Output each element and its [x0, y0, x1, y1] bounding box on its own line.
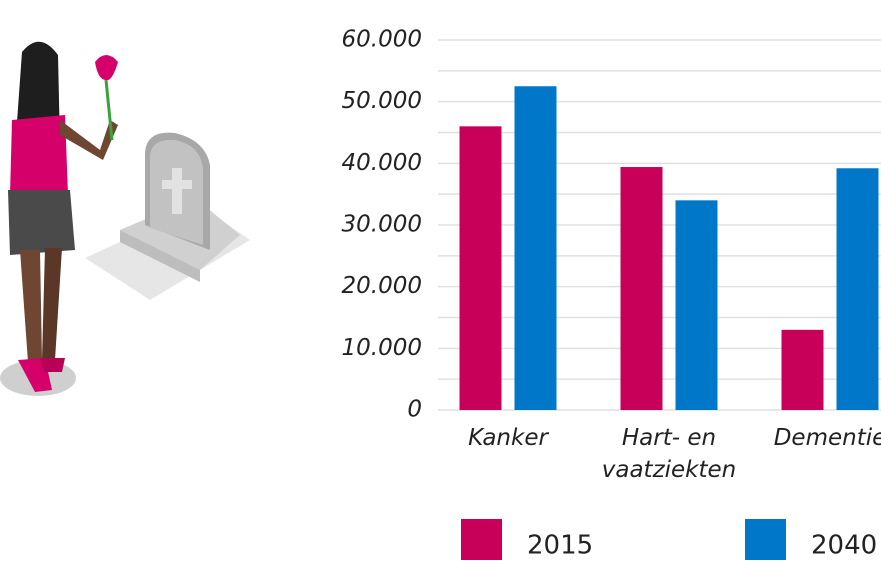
bar — [621, 167, 663, 410]
legend-label: 2040 — [811, 531, 877, 561]
y-tick-label: 40.000 — [342, 150, 422, 176]
x-tick-label: Kanker — [433, 422, 583, 454]
bar — [515, 86, 557, 410]
x-tick-label: Dementie — [755, 422, 881, 454]
page: 0 10.000 20.000 30.000 40.000 50.000 60.000 201… — [0, 0, 881, 561]
x-tick-label: Hart- en vaatziekten — [594, 422, 744, 486]
bar — [460, 126, 502, 410]
legend-swatch — [461, 519, 502, 560]
bar — [837, 168, 879, 410]
y-tick-label: 20.000 — [342, 273, 422, 299]
y-tick-label: 60.000 — [342, 27, 422, 53]
bar — [676, 200, 718, 410]
bar — [782, 330, 824, 410]
y-tick-label: 50.000 — [342, 88, 422, 114]
y-tick-label: 30.000 — [342, 212, 422, 238]
legend-swatch — [745, 519, 786, 560]
illustration — [0, 42, 250, 396]
y-tick-label: 10.000 — [342, 335, 422, 361]
y-tick-label: 0 — [407, 397, 422, 423]
legend-label: 2015 — [527, 531, 593, 561]
chart: 0 10.000 20.000 30.000 40.000 50.000 60.000 201… — [0, 0, 881, 561]
